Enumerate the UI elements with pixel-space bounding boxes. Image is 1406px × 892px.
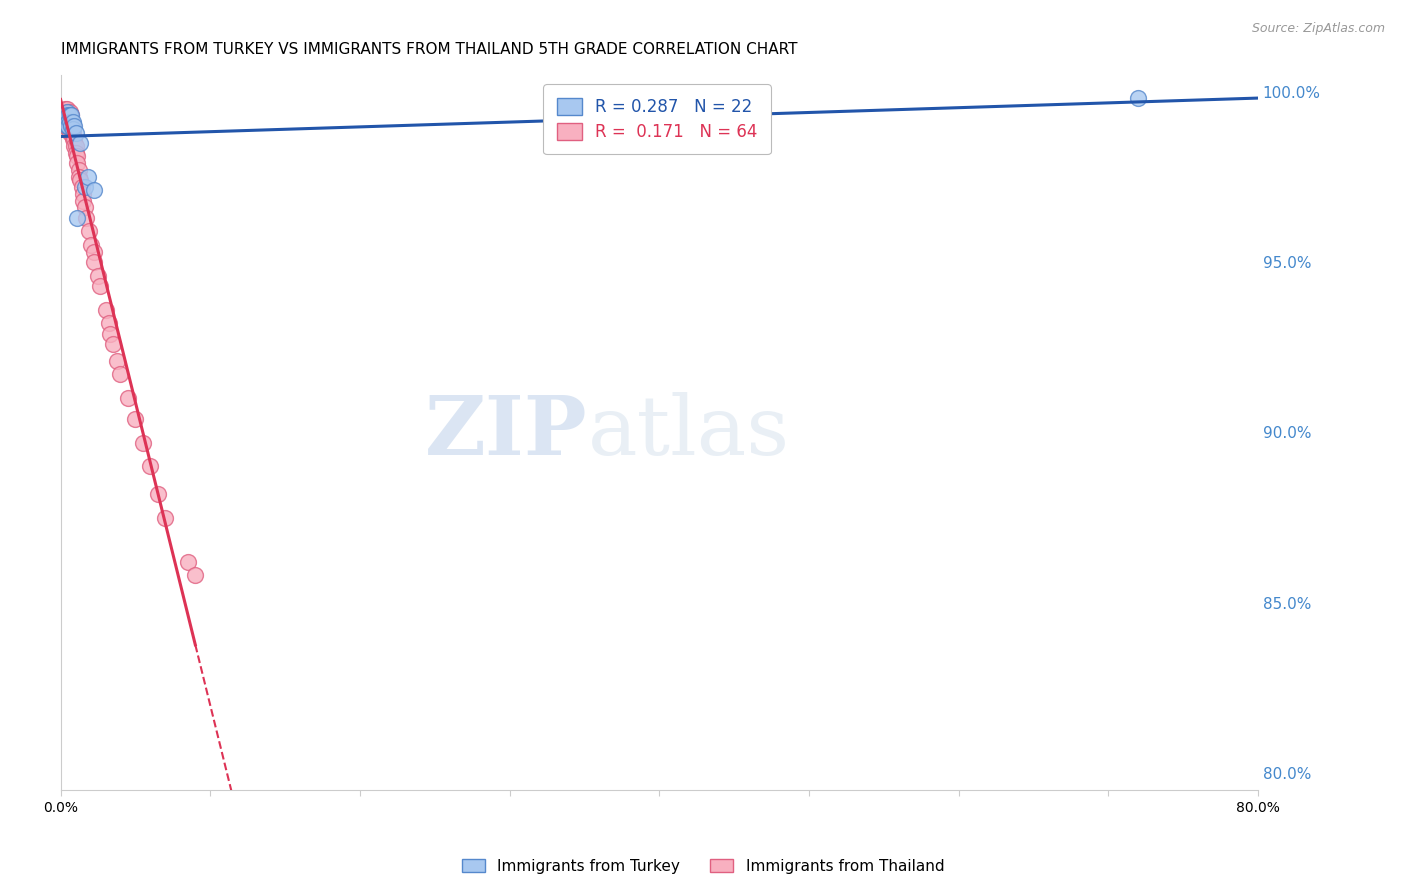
Point	[52, 105, 75, 120]
Point	[56, 119, 79, 133]
Point	[65, 145, 87, 160]
Point	[59, 108, 82, 122]
Point	[107, 353, 129, 368]
Point	[53, 112, 76, 126]
Point	[117, 392, 139, 406]
Point	[60, 108, 83, 122]
Point	[62, 122, 84, 136]
Point	[60, 108, 83, 122]
Point	[59, 122, 82, 136]
Point	[60, 122, 83, 136]
Point	[66, 211, 89, 225]
Text: IMMIGRANTS FROM TURKEY VS IMMIGRANTS FROM THAILAND 5TH GRADE CORRELATION CHART: IMMIGRANTS FROM TURKEY VS IMMIGRANTS FRO…	[60, 42, 797, 57]
Point	[72, 194, 94, 208]
Point	[1126, 91, 1149, 105]
Point	[73, 201, 96, 215]
Point	[62, 132, 84, 146]
Point	[63, 139, 86, 153]
Point	[83, 184, 105, 198]
Point	[55, 102, 77, 116]
Point	[69, 136, 91, 150]
Point	[62, 126, 84, 140]
Point	[65, 139, 87, 153]
Point	[101, 336, 124, 351]
Point	[56, 112, 79, 126]
Point	[69, 173, 91, 187]
Point	[77, 224, 100, 238]
Point	[124, 411, 146, 425]
Point	[62, 119, 84, 133]
Point	[59, 108, 82, 122]
Point	[55, 112, 77, 126]
Point	[56, 108, 79, 122]
Point	[83, 244, 105, 259]
Point	[55, 108, 77, 122]
Point	[72, 186, 94, 201]
Text: atlas: atlas	[588, 392, 790, 473]
Point	[177, 555, 200, 569]
Point	[146, 486, 169, 500]
Point	[59, 115, 82, 129]
Point	[75, 211, 97, 225]
Point	[55, 112, 77, 126]
Point	[56, 119, 79, 133]
Point	[55, 115, 77, 129]
Point	[98, 326, 121, 341]
Point	[59, 126, 82, 140]
Point	[67, 163, 90, 178]
Point	[63, 132, 86, 146]
Point	[60, 119, 83, 133]
Point	[97, 316, 120, 330]
Point	[66, 156, 89, 170]
Point	[52, 108, 75, 122]
Point	[110, 368, 132, 382]
Point	[59, 119, 82, 133]
Text: ZIP: ZIP	[425, 392, 588, 473]
Text: Source: ZipAtlas.com: Source: ZipAtlas.com	[1251, 22, 1385, 36]
Point	[52, 112, 75, 126]
Point	[87, 268, 110, 283]
Legend: Immigrants from Turkey, Immigrants from Thailand: Immigrants from Turkey, Immigrants from …	[456, 853, 950, 880]
Point	[53, 102, 76, 116]
Point	[65, 126, 87, 140]
Point	[53, 115, 76, 129]
Point	[53, 108, 76, 122]
Point	[59, 115, 82, 129]
Point	[94, 302, 117, 317]
Point	[53, 108, 76, 122]
Point	[67, 169, 90, 184]
Legend: R = 0.287   N = 22, R =  0.171   N = 64: R = 0.287 N = 22, R = 0.171 N = 64	[543, 85, 770, 154]
Point	[184, 568, 207, 582]
Point	[56, 108, 79, 122]
Point	[155, 510, 177, 524]
Point	[79, 238, 101, 252]
Point	[139, 459, 162, 474]
Point	[62, 115, 84, 129]
Point	[83, 255, 105, 269]
Point	[60, 115, 83, 129]
Point	[63, 119, 86, 133]
Point	[132, 435, 155, 450]
Point	[55, 105, 77, 120]
Point	[55, 119, 77, 133]
Point	[76, 169, 98, 184]
Point	[59, 105, 82, 120]
Point	[55, 119, 77, 133]
Point	[53, 115, 76, 129]
Point	[53, 119, 76, 133]
Point	[56, 115, 79, 129]
Point	[56, 115, 79, 129]
Point	[73, 180, 96, 194]
Point	[66, 149, 89, 163]
Point	[89, 278, 111, 293]
Point	[56, 105, 79, 120]
Point	[70, 180, 93, 194]
